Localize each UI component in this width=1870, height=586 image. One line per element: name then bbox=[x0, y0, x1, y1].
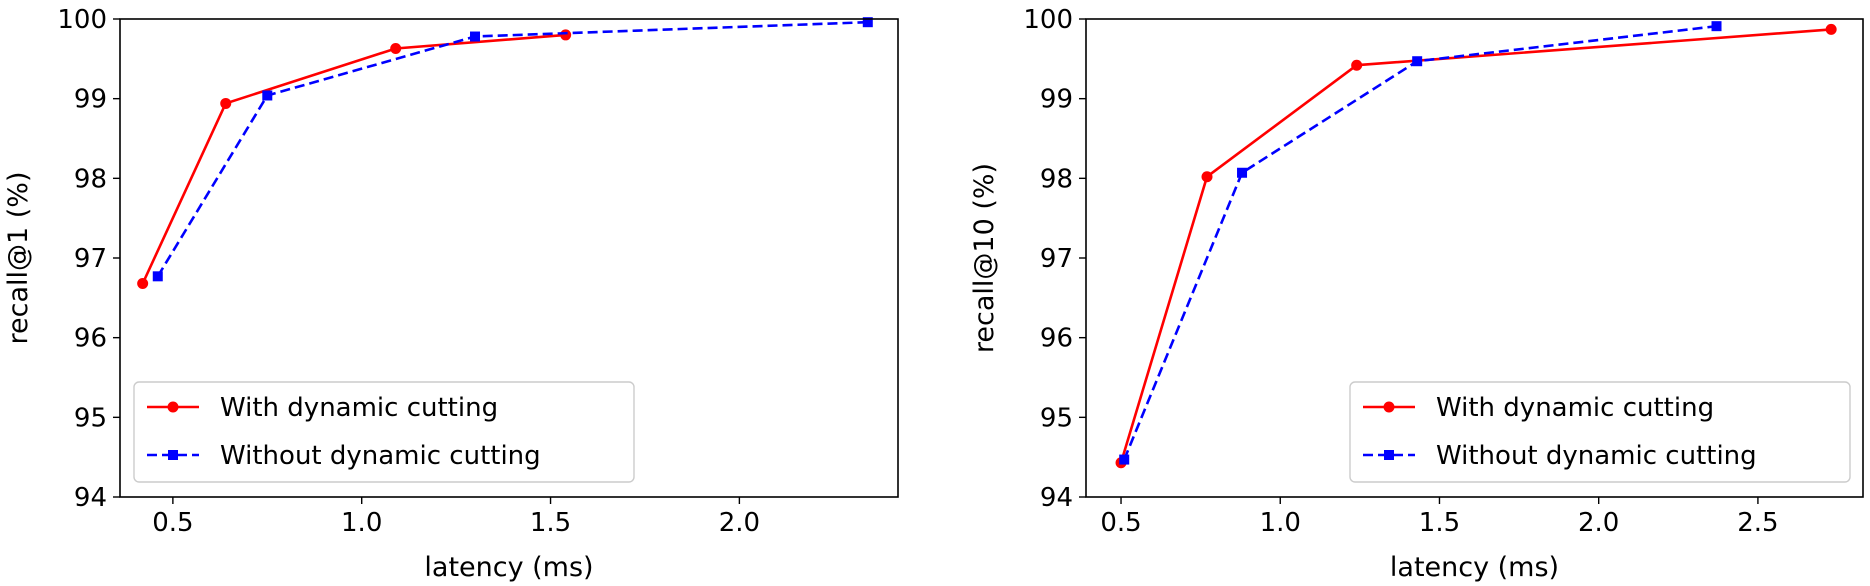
legend-box bbox=[133, 381, 635, 483]
x-tick-label: 1.0 bbox=[341, 508, 382, 538]
legend: With dynamic cutting Without dynamic cutt… bbox=[1349, 381, 1851, 483]
y-tick-label: 98 bbox=[74, 164, 107, 194]
y-tick-label: 95 bbox=[1040, 403, 1073, 433]
series-line-with-cutting bbox=[141, 33, 566, 285]
y-tick-label: 94 bbox=[74, 483, 107, 513]
y-tick-label: 98 bbox=[1040, 164, 1073, 194]
x-tick-label: 1.5 bbox=[1419, 508, 1460, 538]
data-point-with-cutting bbox=[1825, 23, 1837, 35]
recall-at-10-chart: 0.5 1.0 1.5 2.0 2.5 94 95 96 97 98 99 100 latency (m… bbox=[969, 5, 1864, 583]
data-point-without-cutting bbox=[1237, 167, 1248, 178]
x-axis-label: latency (ms) bbox=[1390, 552, 1559, 583]
data-point-without-cutting bbox=[1711, 21, 1722, 32]
legend-marker bbox=[167, 401, 179, 413]
legend-label: Without dynamic cutting bbox=[1436, 441, 1757, 471]
y-tick-label: 97 bbox=[74, 244, 107, 274]
y-tick-label: 97 bbox=[1040, 244, 1073, 274]
data-point-with-cutting bbox=[1201, 171, 1213, 183]
x-tick-label: 2.5 bbox=[1737, 508, 1778, 538]
legend-marker bbox=[168, 450, 178, 460]
x-tick-label: 2.0 bbox=[1578, 508, 1619, 538]
data-point-with-cutting bbox=[137, 277, 149, 289]
y-tick-label: 96 bbox=[1040, 324, 1073, 354]
y-axis-label: recall@1 (%) bbox=[3, 172, 34, 345]
y-tick-label: 99 bbox=[1040, 85, 1073, 115]
series-line-without-cutting bbox=[1122, 24, 1717, 461]
recall-at-1-chart: 0.5 1.0 1.5 2.0 94 95 96 97 98 99 100 latency (ms) r… bbox=[3, 5, 899, 583]
series-line-without-cutting bbox=[156, 20, 868, 277]
x-tick-label: 1.0 bbox=[1260, 508, 1301, 538]
y-tick-label: 100 bbox=[57, 5, 107, 35]
x-tick-label: 1.5 bbox=[530, 508, 571, 538]
data-point-without-cutting bbox=[470, 31, 481, 42]
y-tick-label: 96 bbox=[74, 324, 107, 354]
data-point-with-cutting bbox=[390, 42, 402, 54]
data-point-without-cutting bbox=[862, 17, 873, 28]
x-axis-label: latency (ms) bbox=[424, 552, 593, 583]
legend-marker bbox=[1384, 450, 1394, 460]
y-axis-label: recall@10 (%) bbox=[969, 163, 1000, 353]
y-tick-label: 95 bbox=[74, 403, 107, 433]
legend-label: Without dynamic cutting bbox=[220, 441, 541, 471]
legend-box bbox=[1349, 381, 1851, 483]
legend-marker bbox=[1383, 401, 1395, 413]
data-point-with-cutting bbox=[560, 29, 572, 41]
data-point-without-cutting bbox=[262, 90, 273, 101]
y-tick-label: 100 bbox=[1023, 5, 1073, 35]
data-point-without-cutting bbox=[1412, 56, 1423, 67]
y-tick-label: 99 bbox=[74, 85, 107, 115]
legend-label: With dynamic cutting bbox=[1436, 393, 1714, 423]
legend-label: With dynamic cutting bbox=[220, 393, 498, 423]
legend: With dynamic cutting Without dynamic cutt… bbox=[133, 381, 635, 483]
x-tick-label: 2.0 bbox=[719, 508, 760, 538]
data-point-without-cutting bbox=[1119, 454, 1130, 465]
y-tick-label: 94 bbox=[1040, 483, 1073, 513]
series-line-with-cutting bbox=[1119, 28, 1832, 464]
data-point-without-cutting bbox=[152, 271, 163, 282]
x-tick-label: 0.5 bbox=[1100, 508, 1141, 538]
data-point-with-cutting bbox=[220, 97, 232, 109]
data-point-with-cutting bbox=[1351, 59, 1363, 71]
x-tick-label: 0.5 bbox=[152, 508, 193, 538]
